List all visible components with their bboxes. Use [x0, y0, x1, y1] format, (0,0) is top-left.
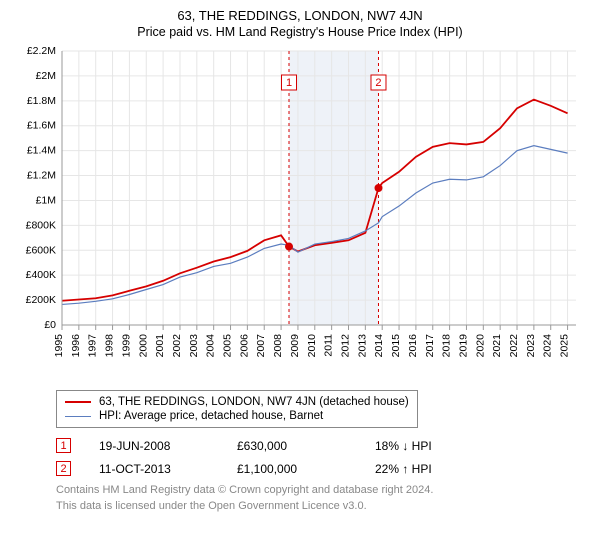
svg-text:2020: 2020: [474, 334, 486, 358]
svg-text:2010: 2010: [306, 334, 318, 358]
sales-table: 1 19-JUN-2008 £630,000 18% ↓ HPI 2 11-OCT-201…: [56, 438, 586, 476]
legend-item: 63, THE REDDINGS, LONDON, NW7 4JN (detac…: [65, 395, 409, 409]
credit-line: This data is licensed under the Open Gov…: [56, 500, 586, 512]
sale-price: £1,100,000: [237, 462, 347, 476]
sale-delta: 18% ↓ HPI: [375, 439, 432, 453]
svg-text:2008: 2008: [272, 334, 284, 358]
svg-text:£2.2M: £2.2M: [27, 45, 56, 57]
page-title: 63, THE REDDINGS, LONDON, NW7 4JN: [14, 8, 586, 23]
legend-label: HPI: Average price, detached house, Barn…: [99, 410, 323, 422]
svg-text:2009: 2009: [289, 334, 301, 358]
svg-text:2021: 2021: [491, 334, 503, 358]
svg-text:2012: 2012: [339, 334, 351, 358]
svg-text:2005: 2005: [222, 334, 234, 358]
sale-delta: 22% ↑ HPI: [375, 462, 432, 476]
price-chart: £0 £200K £400K £600K £800K £1M £1.2M £1.4M £1.6M…: [14, 45, 586, 380]
svg-text:1999: 1999: [120, 334, 132, 358]
svg-text:2007: 2007: [255, 334, 267, 358]
svg-text:2014: 2014: [373, 334, 385, 358]
svg-text:£600K: £600K: [26, 244, 56, 256]
svg-text:£800K: £800K: [26, 219, 56, 231]
svg-text:2006: 2006: [238, 334, 250, 358]
svg-text:1: 1: [286, 77, 292, 89]
svg-text:2: 2: [375, 77, 381, 89]
sale-row: 1 19-JUN-2008 £630,000 18% ↓ HPI: [56, 438, 586, 453]
credit-line: Contains HM Land Registry data © Crown c…: [56, 484, 586, 496]
svg-text:2013: 2013: [356, 334, 368, 358]
sale-row: 2 11-OCT-2013 £1,100,000 22% ↑ HPI: [56, 461, 586, 476]
svg-text:1997: 1997: [87, 334, 99, 358]
svg-text:2011: 2011: [323, 334, 335, 357]
svg-text:£400K: £400K: [26, 269, 56, 281]
svg-text:2018: 2018: [441, 334, 453, 358]
svg-text:1996: 1996: [70, 334, 82, 358]
svg-text:2019: 2019: [457, 334, 469, 358]
sale-marker-icon: 1: [56, 438, 71, 453]
svg-text:1995: 1995: [53, 334, 65, 358]
sale-date: 19-JUN-2008: [99, 439, 209, 453]
svg-text:2001: 2001: [154, 334, 166, 358]
svg-text:2003: 2003: [188, 334, 200, 358]
svg-text:2015: 2015: [390, 334, 402, 358]
svg-text:2023: 2023: [525, 334, 537, 358]
svg-text:2025: 2025: [559, 334, 571, 358]
svg-text:2016: 2016: [407, 334, 419, 358]
svg-text:2002: 2002: [171, 334, 183, 358]
svg-text:£1.2M: £1.2M: [27, 170, 56, 182]
sale-marker-icon: 2: [56, 461, 71, 476]
page-subtitle: Price paid vs. HM Land Registry's House …: [14, 25, 586, 39]
svg-text:£1.4M: £1.4M: [27, 145, 56, 157]
svg-text:2024: 2024: [542, 334, 554, 358]
svg-text:£0: £0: [44, 319, 56, 331]
sale-date: 11-OCT-2013: [99, 462, 209, 476]
svg-text:2022: 2022: [508, 334, 520, 358]
svg-text:£1.6M: £1.6M: [27, 120, 56, 132]
svg-text:1998: 1998: [104, 334, 116, 358]
svg-text:£200K: £200K: [26, 294, 56, 306]
legend: 63, THE REDDINGS, LONDON, NW7 4JN (detac…: [56, 390, 418, 428]
legend-label: 63, THE REDDINGS, LONDON, NW7 4JN (detac…: [99, 396, 409, 408]
svg-text:2000: 2000: [137, 334, 149, 358]
svg-text:2004: 2004: [205, 334, 217, 358]
svg-text:2017: 2017: [424, 334, 436, 358]
sale-price: £630,000: [237, 439, 347, 453]
svg-text:£2M: £2M: [36, 70, 56, 82]
svg-text:£1.8M: £1.8M: [27, 95, 56, 107]
svg-text:£1M: £1M: [36, 194, 56, 206]
legend-item: HPI: Average price, detached house, Barn…: [65, 409, 409, 423]
